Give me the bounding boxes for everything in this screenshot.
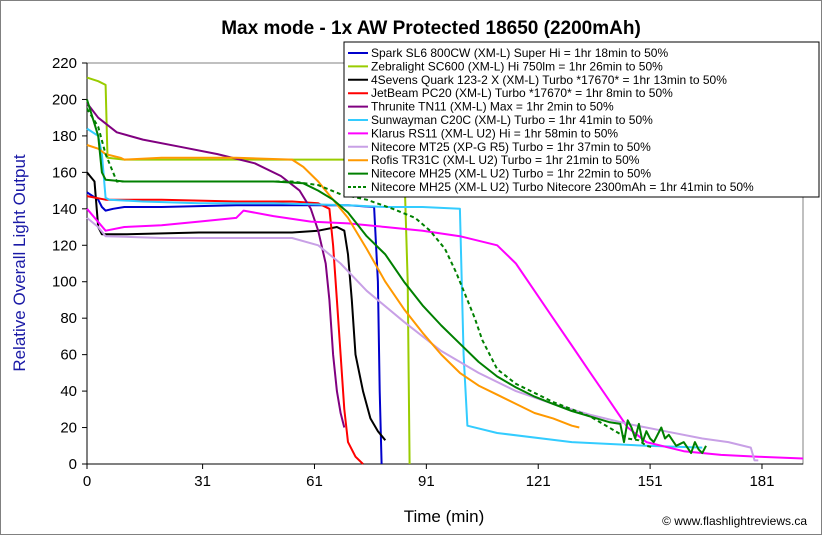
x-axis-label: Time (min) (404, 507, 485, 526)
series-lines (86, 76, 804, 465)
legend: Spark SL6 800CW (XM-L) Super Hi = 1hr 18… (343, 41, 820, 198)
x-tick-label: 181 (749, 473, 774, 490)
x-tick-label: 121 (526, 473, 551, 490)
legend-label-1: Spark SL6 800CW (XM-L) Super Hi = 1hr 18… (371, 46, 668, 60)
y-tick-label: 180 (52, 128, 77, 145)
y-tick-label: 80 (60, 310, 77, 327)
y-tick-label: 200 (52, 91, 77, 108)
x-tick-label: 151 (638, 473, 663, 490)
legend-label-2: Zebralight SC600 (XM-L) Hi 750lm = 1hr 2… (371, 59, 663, 73)
legend-label-11: Nitecore MH25 (XM-L U2) Turbo Nitecore 2… (371, 180, 754, 194)
series-line-3 (86, 171, 387, 441)
series-line-8 (86, 217, 759, 462)
series-line-4 (86, 195, 364, 465)
y-tick-label: 0 (69, 456, 77, 473)
legend-label-6: Sunwayman C20C (XM-L) Turbo = 1hr 41min … (371, 113, 653, 127)
legend-label-3: 4Sevens Quark 123-2 X (XM-L) Turbo *1767… (371, 73, 727, 87)
legend-label-10: Nitecore MH25 (XM-L U2) Turbo = 1hr 22mi… (371, 167, 651, 181)
y-tick-label: 160 (52, 164, 77, 181)
x-axis-ticks: 0 31 61 91 121 151 181 (83, 464, 774, 490)
x-tick-label: 91 (418, 473, 435, 490)
legend-box (343, 41, 820, 198)
x-tick-label: 0 (83, 473, 91, 490)
legend-items: Spark SL6 800CW (XM-L) Super Hi = 1hr 18… (348, 46, 754, 194)
series-line-10 (86, 99, 707, 455)
series-line-9 (86, 144, 580, 429)
y-tick-label: 20 (60, 420, 77, 437)
y-axis-ticks: 0 20 40 60 80 100 120 140 160 180 200 220 (52, 55, 87, 473)
legend-label-8: Nitecore MT25 (XP-G R5) Turbo = 1hr 37mi… (371, 140, 651, 154)
legend-label-9: Rofis TR31C (XM-L U2) Turbo = 1hr 21min … (371, 153, 640, 167)
series-line-6 (86, 127, 703, 449)
y-tick-label: 40 (60, 383, 77, 400)
y-tick-label: 120 (52, 237, 77, 254)
credit-text: © www.flashlightreviews.ca (662, 514, 807, 528)
chart-title: Max mode - 1x AW Protected 18650 (2200mA… (221, 18, 641, 39)
y-axis-label: Relative Overall Light Output (10, 154, 29, 372)
y-tick-label: 140 (52, 201, 77, 218)
legend-label-7: Klarus RS11 (XM-L U2) Hi = 1hr 58min to … (371, 126, 618, 140)
series-line-5 (86, 102, 346, 428)
y-tick-label: 60 (60, 347, 77, 364)
x-tick-label: 31 (194, 473, 211, 490)
legend-label-4: JetBeam PC20 (XM-L) Turbo *17670* = 1hr … (371, 86, 673, 100)
y-tick-label: 100 (52, 274, 77, 291)
x-tick-label: 61 (306, 473, 323, 490)
y-tick-label: 220 (52, 55, 77, 72)
legend-label-5: Thrunite TN11 (XM-L) Max = 1hr 2min to 5… (371, 100, 614, 114)
